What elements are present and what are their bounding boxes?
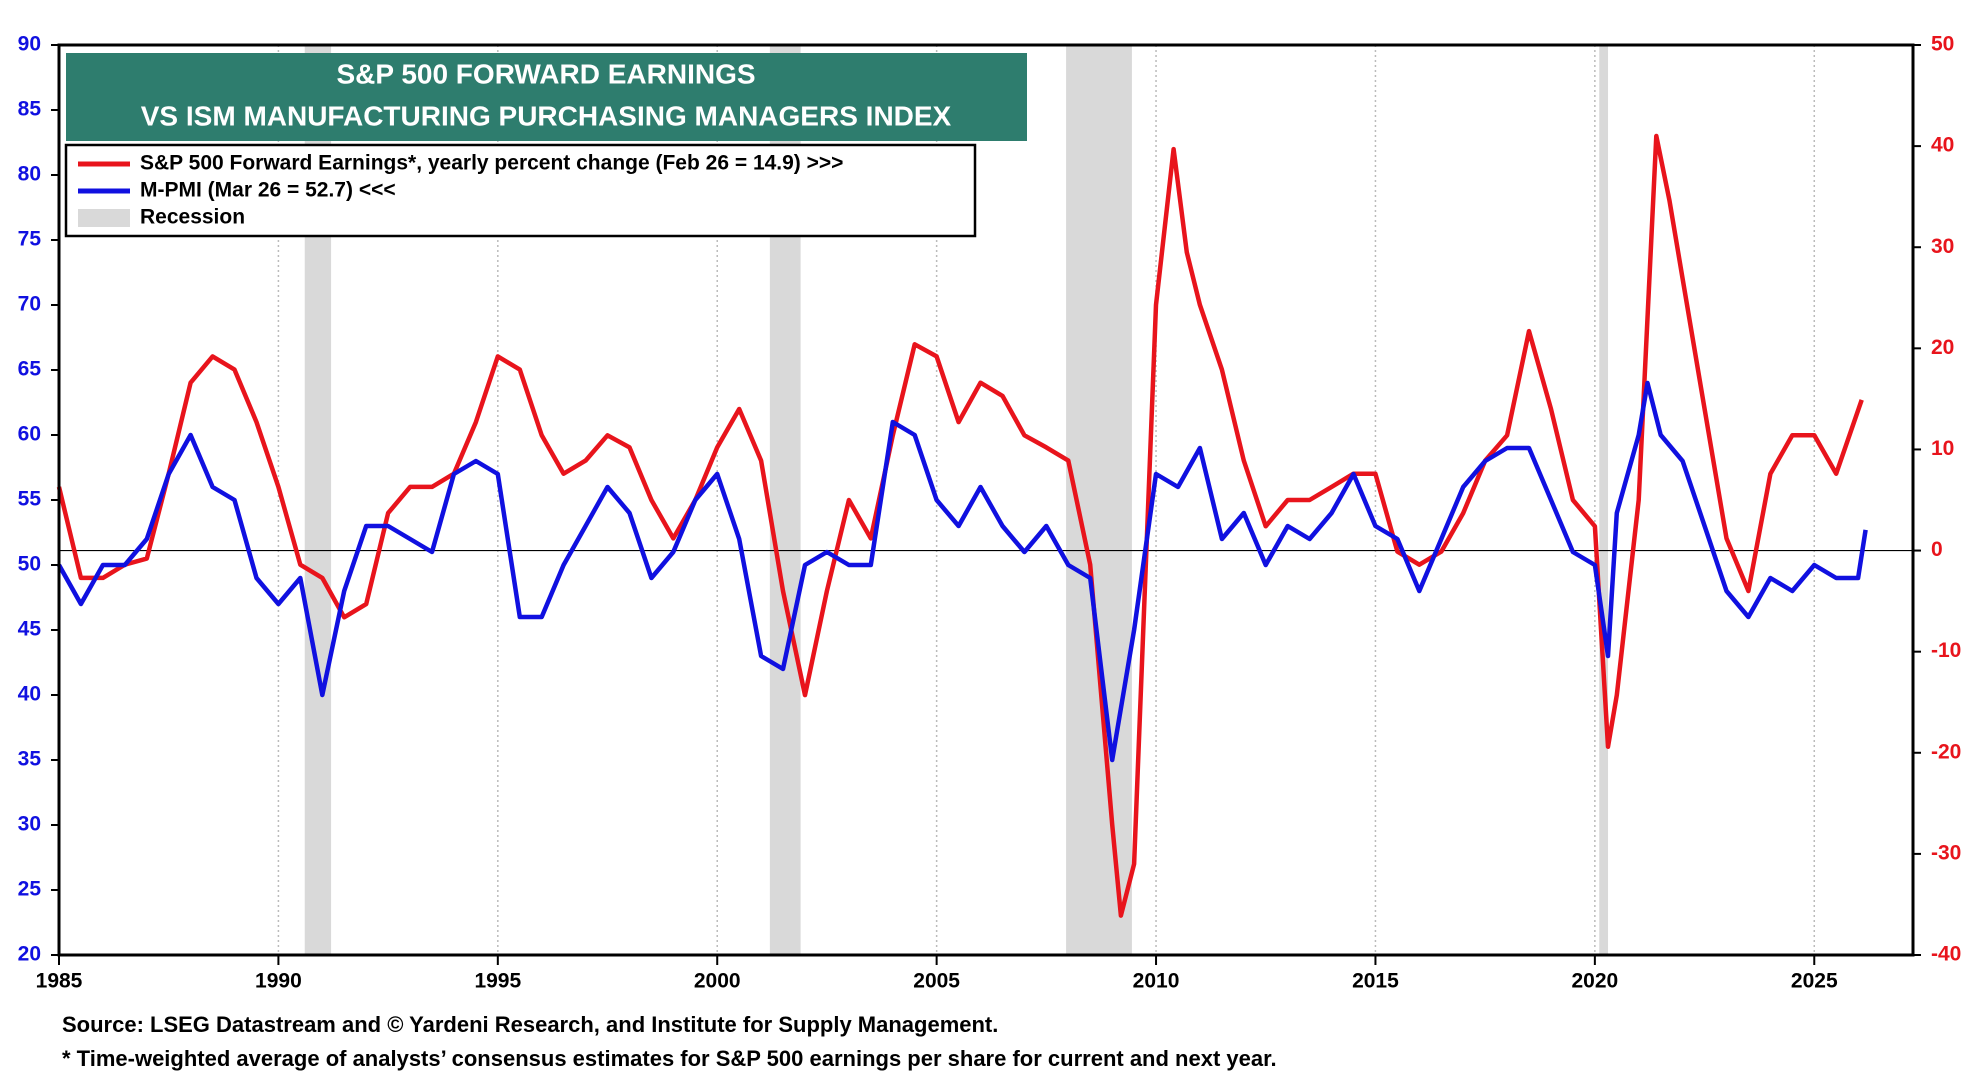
y-tick-label: 60	[18, 423, 41, 446]
y2-tick-label: -40	[1931, 943, 1961, 966]
y2-tick-label: 40	[1931, 134, 1954, 157]
chart-title: VS ISM MANUFACTURING PURCHASING MANAGERS…	[141, 100, 952, 131]
source-note: Source: LSEG Datastream and © Yardeni Re…	[62, 1012, 998, 1037]
x-tick-label: 2015	[1352, 970, 1399, 993]
series-line	[56, 133, 1864, 918]
y-tick-label: 90	[18, 33, 41, 56]
line-layer	[56, 133, 1868, 918]
x-tick-label: 2025	[1791, 970, 1838, 993]
legend-box	[64, 143, 977, 238]
y2-tick-label: 10	[1931, 437, 1954, 460]
y-tick-label: 80	[18, 163, 41, 186]
y2-tick-label: 20	[1931, 336, 1954, 359]
y-tick-label: 70	[18, 293, 41, 316]
axes-layer: 1985 1990 1995 2000 2005 2010 2015 2020 20252025…	[18, 33, 1962, 993]
chart-title: S&P 500 FORWARD EARNINGS	[336, 58, 755, 89]
footnote: * Time-weighted average of analysts’ con…	[62, 1046, 1277, 1071]
legend-label: Recession	[140, 206, 245, 229]
y-tick-label: 20	[18, 943, 41, 966]
x-tick-label: 1990	[255, 970, 302, 993]
y2-tick-label: -30	[1931, 841, 1961, 864]
series-line	[57, 380, 1868, 763]
y2-tick-label: 50	[1931, 33, 1954, 56]
y-tick-label: 40	[18, 683, 41, 706]
legend-label: S&P 500 Forward Earnings*, yearly percen…	[140, 152, 843, 175]
y2-tick-label: -10	[1931, 639, 1961, 662]
recession-band	[1599, 45, 1609, 955]
y-tick-label: 35	[18, 748, 42, 771]
x-tick-label: 2010	[1133, 970, 1180, 993]
title-box	[66, 53, 1027, 141]
y-tick-label: 30	[18, 813, 41, 836]
y-tick-label: 85	[18, 98, 42, 121]
y-tick-label: 50	[18, 553, 41, 576]
x-tick-label: 1985	[36, 970, 83, 993]
x-tick-label: 2005	[913, 970, 960, 993]
x-tick-label: 1995	[474, 970, 521, 993]
legend-swatch	[78, 209, 130, 227]
plot-frame	[57, 43, 1915, 957]
y-tick-label: 55	[18, 488, 42, 511]
y-tick-label: 75	[18, 228, 42, 251]
y2-tick-label: 0	[1931, 538, 1943, 561]
x-tick-label: 2000	[694, 970, 741, 993]
legend-label: M-PMI (Mar 26 = 52.7) <<<	[140, 179, 396, 202]
y2-tick-label: 30	[1931, 235, 1954, 258]
x-tick-label: 2020	[1571, 970, 1618, 993]
y-tick-label: 25	[18, 878, 42, 901]
y2-tick-label: -20	[1931, 740, 1961, 763]
legend: S&P 500 Forward Earnings*, yearly percen…	[64, 143, 977, 238]
y-tick-label: 65	[18, 358, 42, 381]
y-tick-label: 45	[18, 618, 42, 641]
